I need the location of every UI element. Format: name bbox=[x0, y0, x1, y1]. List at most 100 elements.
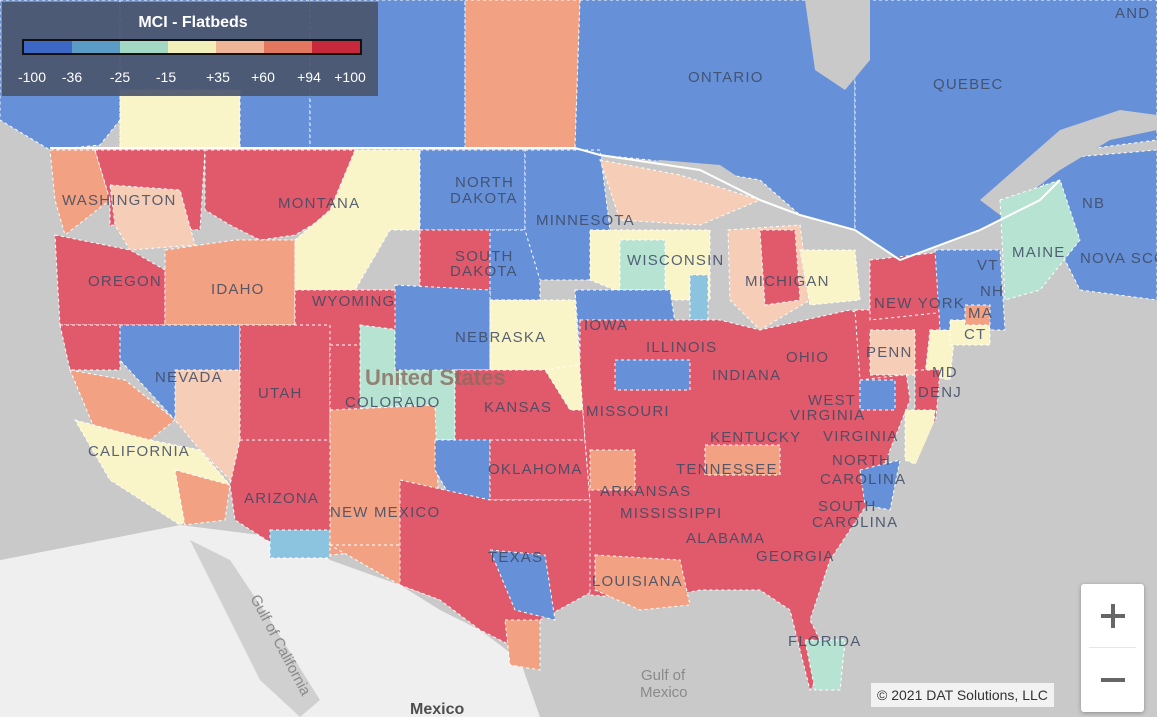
legend-color-bar bbox=[22, 39, 362, 55]
legend-swatch bbox=[24, 41, 72, 53]
region-maritimes bbox=[1039, 149, 1157, 301]
label-colorado: COLORADO bbox=[345, 394, 440, 411]
region-nebraska-blue bbox=[394, 284, 491, 371]
label-wisconsin: WISCONSIN bbox=[627, 252, 724, 269]
label-kansas: KANSAS bbox=[484, 399, 552, 416]
copyright-notice: © 2021 DAT Solutions, LLC bbox=[871, 683, 1054, 707]
label-de-nj: DENJ bbox=[918, 384, 962, 401]
region-oklahoma-blue bbox=[434, 439, 491, 506]
region-wa-peach bbox=[109, 184, 196, 251]
label-gulf-of-mexico-2: Mexico bbox=[640, 684, 688, 701]
label-louisiana: LOUISIANA bbox=[592, 573, 683, 590]
label-vt: VT bbox=[977, 257, 999, 274]
label-penn: PENN bbox=[866, 344, 912, 361]
region-washington-west bbox=[49, 149, 111, 236]
region-north-dakota bbox=[419, 149, 526, 231]
label-utah: UTAH bbox=[258, 385, 303, 402]
label-missouri: MISSOURI bbox=[586, 403, 670, 420]
region-florida-teal-tip bbox=[804, 639, 846, 691]
region-illinois-blue-south bbox=[614, 359, 691, 391]
region-ohio-yellow bbox=[799, 249, 861, 306]
zoom-out-button[interactable] bbox=[1081, 648, 1144, 711]
label-north-carolina-2: CAROLINA bbox=[820, 471, 906, 488]
atlantic-ocean bbox=[845, 330, 1157, 717]
region-nc-coast bbox=[859, 459, 901, 511]
label-south-carolina-2: CAROLINA bbox=[812, 514, 898, 531]
zoom-divider bbox=[1089, 647, 1136, 648]
region-louisiana bbox=[594, 554, 691, 611]
label-wyoming: WYOMING bbox=[312, 293, 395, 310]
label-arkansas: ARKANSAS bbox=[600, 483, 691, 500]
region-idaho bbox=[164, 239, 296, 326]
region-socal bbox=[174, 469, 231, 526]
region-kansas bbox=[454, 369, 586, 441]
label-quebec: QUEBEC bbox=[933, 76, 1004, 93]
region-texas-blue bbox=[489, 549, 556, 621]
label-georgia: GEORGIA bbox=[756, 548, 834, 565]
zoom-in-button[interactable] bbox=[1081, 584, 1144, 647]
legend-tick: +35 bbox=[206, 69, 230, 85]
label-west-virginia-1: WEST bbox=[808, 392, 856, 409]
label-ontario: ONTARIO bbox=[688, 69, 764, 86]
region-va-north bbox=[859, 379, 896, 411]
label-nb: NB bbox=[1082, 195, 1105, 212]
st-lawrence bbox=[980, 110, 1157, 215]
legend-title: MCI - Flatbeds bbox=[138, 14, 248, 31]
label-north-carolina-1: NORTH bbox=[832, 452, 891, 469]
label-nevada: NEVADA bbox=[155, 369, 223, 386]
minus-icon bbox=[1100, 677, 1125, 682]
label-washington: WASHINGTON bbox=[62, 192, 177, 209]
label-montana: MONTANA bbox=[278, 195, 360, 212]
hudson-bay bbox=[805, 0, 870, 90]
gulf-of-california bbox=[190, 540, 320, 717]
region-wi-teal bbox=[619, 239, 666, 291]
legend-tick: -36 bbox=[61, 69, 83, 85]
label-iowa: IOWA bbox=[584, 317, 628, 334]
legend-swatch bbox=[72, 41, 120, 53]
label-california: CALIFORNIA bbox=[88, 443, 190, 460]
region-arkansas-peach bbox=[589, 449, 636, 491]
label-tennessee: TENNESSEE bbox=[676, 461, 778, 478]
label-west-virginia-2: VIRGINIA bbox=[790, 407, 865, 424]
region-az-south-blue bbox=[269, 529, 331, 559]
legend-tick: +94 bbox=[297, 69, 321, 85]
label-texas: TEXAS bbox=[488, 549, 543, 566]
region-penn-yellow bbox=[924, 329, 956, 381]
region-tennessee-peach bbox=[704, 444, 781, 476]
lake-michigan bbox=[708, 225, 728, 320]
label-south-dakota-2: DAKOTA bbox=[450, 263, 518, 280]
label-nebraska: NEBRASKA bbox=[455, 329, 546, 346]
legend-tick: +60 bbox=[251, 69, 275, 85]
label-pei: AND bbox=[1115, 5, 1150, 22]
region-upper-michigan bbox=[599, 159, 762, 226]
region-nebraska-yellow bbox=[489, 299, 581, 371]
legend-swatch bbox=[120, 41, 168, 53]
plus-icon bbox=[1100, 603, 1125, 628]
legend-panel: MCI - Flatbeds -100 -36 -25 -15 +35 +60 … bbox=[2, 2, 378, 96]
label-kentucky: KENTUCKY bbox=[710, 429, 801, 446]
label-south-dakota-1: SOUTH bbox=[455, 248, 514, 265]
region-michigan-red bbox=[759, 229, 801, 306]
region-texas-south bbox=[504, 619, 541, 671]
label-minnesota: MINNESOTA bbox=[536, 212, 635, 229]
label-gulf-of-mexico-1: Gulf of bbox=[641, 667, 686, 684]
gulf-of-mexico bbox=[540, 590, 800, 717]
legend-tick: -25 bbox=[109, 69, 131, 85]
legend-tick: -15 bbox=[155, 69, 177, 85]
label-new-mexico: NEW MEXICO bbox=[330, 504, 440, 521]
legend-swatch bbox=[264, 41, 312, 53]
region-oregon-south bbox=[59, 324, 121, 371]
region-ma-peach bbox=[964, 304, 991, 326]
label-illinois: ILLINOIS bbox=[646, 339, 717, 356]
label-nh: NH bbox=[980, 283, 1004, 300]
label-ct: CT bbox=[964, 326, 986, 343]
label-new-york: NEW YORK bbox=[874, 295, 965, 312]
region-oklahoma bbox=[489, 439, 591, 501]
label-florida: FLORIDA bbox=[788, 633, 861, 650]
label-alabama: ALABAMA bbox=[686, 530, 765, 547]
region-alberta-south bbox=[119, 89, 241, 149]
label-md: MD bbox=[932, 364, 958, 381]
region-california-north bbox=[69, 369, 176, 441]
national-border bbox=[50, 147, 1061, 262]
